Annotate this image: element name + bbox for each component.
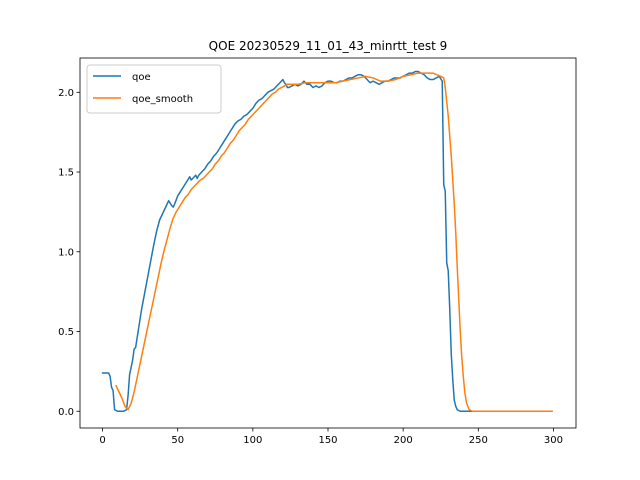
x-tick-label: 300 <box>544 435 563 446</box>
x-tick-label: 50 <box>171 435 184 446</box>
x-tick-label: 0 <box>99 435 105 446</box>
legend-label-qoe-smooth: qoe_smooth <box>132 94 193 105</box>
x-tick-label: 250 <box>469 435 488 446</box>
legend-box <box>86 64 222 114</box>
x-axis: 0 50 100 150 200 250 300 <box>99 428 563 446</box>
y-tick-label: 2.0 <box>58 88 74 99</box>
y-axis: 0.0 0.5 1.0 1.5 2.0 <box>58 88 80 418</box>
series-line-qoe-smooth <box>115 72 553 412</box>
legend-label-qoe: qoe <box>132 72 151 83</box>
y-tick-label: 0.5 <box>58 327 74 338</box>
y-tick-label: 1.0 <box>58 247 74 258</box>
series-line-qoe <box>101 70 553 412</box>
series-layer <box>101 70 553 412</box>
plot-background <box>80 58 576 428</box>
x-tick-label: 200 <box>394 435 413 446</box>
chart-title: QOE 20230529_11_01_43_minrtt_test 9 <box>209 39 448 53</box>
legend: qoe qoe_smooth <box>86 64 222 114</box>
plot-area <box>79 57 577 429</box>
x-tick-label: 100 <box>243 435 262 446</box>
y-tick-label: 1.5 <box>58 168 74 179</box>
y-tick-label: 0.0 <box>58 407 74 418</box>
x-tick-label: 150 <box>318 435 337 446</box>
